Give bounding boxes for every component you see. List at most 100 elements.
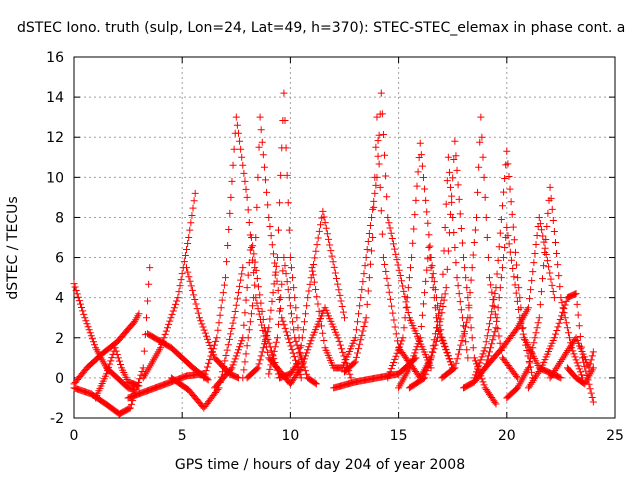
data-point-marker bbox=[542, 236, 550, 244]
data-point-marker bbox=[287, 310, 295, 318]
data-point-marker bbox=[362, 314, 370, 322]
data-point-marker bbox=[364, 287, 372, 295]
data-point-marker bbox=[146, 264, 154, 272]
data-point-marker bbox=[234, 346, 242, 354]
data-point-marker bbox=[284, 286, 292, 294]
data-point-marker bbox=[303, 370, 311, 378]
data-point-marker bbox=[307, 337, 315, 345]
data-point-marker bbox=[554, 323, 562, 331]
data-point-marker bbox=[444, 352, 452, 360]
data-point-marker bbox=[475, 362, 483, 370]
data-point-marker bbox=[527, 354, 535, 362]
data-point-marker bbox=[437, 333, 445, 341]
data-point-marker bbox=[566, 334, 574, 342]
data-point-marker bbox=[70, 280, 78, 288]
data-point-marker bbox=[297, 342, 305, 350]
data-point-marker bbox=[559, 308, 567, 316]
data-point-marker bbox=[230, 314, 238, 322]
data-point-marker bbox=[356, 340, 364, 348]
data-point-marker bbox=[79, 307, 87, 315]
data-point-marker bbox=[177, 276, 185, 284]
data-point-marker bbox=[366, 221, 374, 229]
data-point-marker bbox=[393, 349, 401, 357]
data-point-marker bbox=[524, 364, 532, 372]
data-point-marker bbox=[252, 234, 260, 241]
data-point-marker bbox=[85, 326, 93, 334]
data-point-marker bbox=[407, 264, 415, 272]
data-point-marker bbox=[443, 177, 451, 185]
data-point-marker bbox=[385, 219, 393, 227]
data-point-marker bbox=[528, 378, 536, 386]
data-point-marker bbox=[449, 213, 457, 221]
data-point-marker bbox=[202, 367, 210, 375]
data-point-marker bbox=[111, 344, 119, 352]
data-point-marker bbox=[487, 281, 495, 289]
data-point-marker bbox=[417, 322, 425, 330]
data-point-marker bbox=[579, 354, 587, 362]
data-point-marker bbox=[173, 297, 181, 305]
data-point-marker bbox=[365, 229, 373, 237]
data-point-marker bbox=[469, 251, 477, 259]
data-point-marker bbox=[464, 314, 472, 322]
data-point-marker bbox=[293, 341, 301, 349]
data-point-marker bbox=[548, 370, 556, 378]
data-point-marker bbox=[228, 177, 236, 185]
data-point-marker bbox=[555, 272, 563, 280]
data-point-marker bbox=[213, 334, 221, 342]
data-point-marker bbox=[270, 347, 278, 355]
data-point-marker bbox=[386, 368, 394, 376]
data-point-marker bbox=[432, 324, 440, 332]
data-point-marker bbox=[351, 334, 359, 342]
data-point-marker bbox=[168, 310, 176, 318]
data-point-marker bbox=[558, 356, 566, 364]
data-point-marker bbox=[203, 363, 211, 371]
x-tick-label: 10 bbox=[281, 428, 299, 444]
data-point-marker bbox=[569, 339, 577, 347]
data-point-marker bbox=[335, 337, 343, 345]
data-point-marker bbox=[571, 353, 579, 361]
data-point-marker bbox=[361, 262, 369, 270]
data-point-marker bbox=[453, 274, 461, 282]
data-point-marker bbox=[158, 340, 166, 348]
data-point-marker bbox=[87, 332, 95, 340]
data-point-marker bbox=[206, 356, 214, 364]
data-point-marker bbox=[530, 259, 538, 267]
data-point-marker bbox=[454, 181, 462, 189]
data-point-marker bbox=[80, 310, 88, 318]
data-point-marker bbox=[509, 223, 517, 231]
data-point-marker bbox=[539, 275, 547, 283]
data-point-marker bbox=[541, 249, 549, 257]
data-point-marker bbox=[454, 350, 462, 358]
data-point-marker bbox=[286, 254, 294, 262]
data-point-marker bbox=[370, 203, 378, 211]
data-point-marker bbox=[339, 308, 347, 316]
data-point-marker bbox=[475, 163, 483, 171]
data-point-marker bbox=[308, 264, 316, 272]
data-point-marker bbox=[550, 227, 558, 235]
data-points bbox=[70, 89, 597, 418]
data-point-marker bbox=[258, 348, 266, 356]
data-point-marker bbox=[532, 241, 540, 249]
data-point-marker bbox=[455, 195, 463, 203]
data-point-marker bbox=[304, 346, 312, 354]
data-point-marker bbox=[440, 247, 448, 255]
data-point-marker bbox=[366, 260, 374, 268]
data-point-marker bbox=[427, 354, 435, 362]
data-point-marker bbox=[429, 270, 437, 278]
data-point-marker bbox=[272, 338, 280, 346]
data-point-marker bbox=[446, 358, 454, 366]
data-point-marker bbox=[251, 264, 259, 272]
data-point-marker bbox=[221, 357, 229, 365]
data-point-marker bbox=[352, 353, 360, 361]
data-point-marker bbox=[512, 289, 520, 297]
data-point-marker bbox=[198, 320, 206, 328]
data-point-marker bbox=[294, 359, 302, 367]
axis-ticks: 0 5 10 15 20 25 -2 0 2 4 6 8 10 12 14 16 bbox=[46, 50, 624, 444]
data-point-marker bbox=[485, 348, 493, 356]
data-point-marker bbox=[159, 337, 167, 345]
data-point-marker bbox=[83, 320, 91, 328]
data-point-marker bbox=[493, 314, 501, 322]
data-point-marker bbox=[326, 241, 334, 249]
data-point-marker bbox=[259, 316, 267, 324]
data-point-marker bbox=[573, 300, 581, 308]
